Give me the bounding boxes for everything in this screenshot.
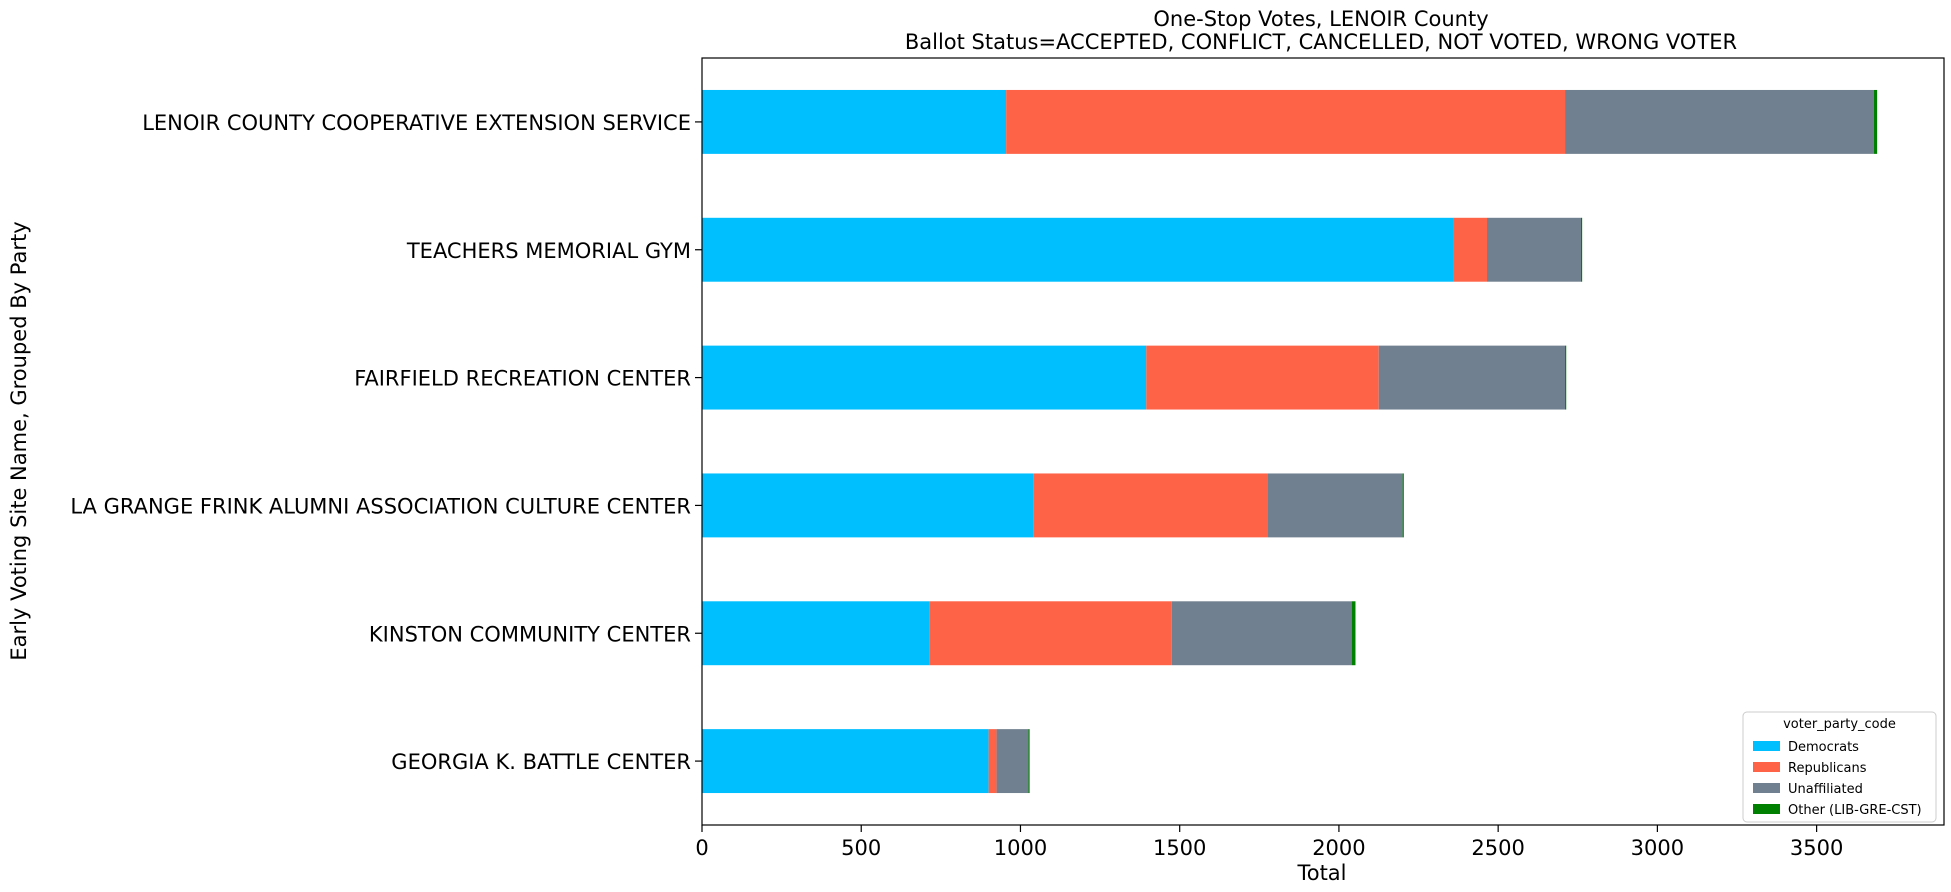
x-axis: 0 500 1000 1500 2000 2500 3000 3500	[695, 825, 1843, 860]
bar-segment-republicans	[1146, 345, 1379, 410]
bar-segment-other-lib-gre-cst-	[1351, 601, 1356, 666]
y-axis: LENOIR COUNTY COOPERATIVE EXTENSION SERV…	[70, 111, 702, 774]
x-tick-label: 2500	[1471, 836, 1524, 860]
legend: voter_party_code Democrats Republicans Unaf…	[1742, 711, 1937, 823]
x-axis-label: Total	[1296, 861, 1346, 885]
legend-item-label: Republicans	[1788, 761, 1867, 776]
bar-segment-other-lib-gre-cst-	[1873, 89, 1878, 154]
y-tick-label: FAIRFIELD RECREATION CENTER	[354, 367, 691, 391]
bar-segment-republicans	[988, 729, 997, 794]
plot-frame	[701, 57, 1945, 826]
x-tick-label: 1500	[1153, 836, 1206, 860]
legend-swatch	[1753, 783, 1780, 793]
bar-segment-republicans	[1033, 473, 1268, 538]
y-tick-label: TEACHERS MEMORIAL GYM	[406, 239, 691, 263]
bar-segment-other-lib-gre-cst-	[1402, 473, 1404, 538]
legend-swatch	[1753, 804, 1780, 814]
x-tick-label: 500	[841, 836, 881, 860]
legend-item-label: Democrats	[1788, 740, 1859, 755]
y-axis-label: Early Voting Site Name, Grouped By Party	[7, 221, 31, 660]
legend-box	[1742, 711, 1937, 823]
bar-segment-unaffiliated	[1487, 217, 1581, 282]
bar-segment-other-lib-gre-cst-	[1565, 345, 1567, 410]
x-tick-label: 1000	[994, 836, 1047, 860]
bars-layer	[702, 89, 1878, 794]
bar-segment-republicans	[929, 601, 1172, 666]
bar-segment-unaffiliated	[1267, 473, 1403, 538]
bar-segment-democrats	[702, 729, 989, 794]
chart-subtitle: Ballot Status=ACCEPTED, CONFLICT, CANCEL…	[905, 30, 1737, 54]
bar-segment-democrats	[702, 601, 930, 666]
x-tick-label: 3000	[1631, 836, 1684, 860]
y-tick-label: LENOIR COUNTY COOPERATIVE EXTENSION SERV…	[142, 111, 691, 135]
x-tick-label: 2000	[1312, 836, 1365, 860]
y-tick-label: LA GRANGE FRINK ALUMNI ASSOCIATION CULTU…	[70, 494, 691, 518]
bar-segment-republicans	[1453, 217, 1488, 282]
bar-segment-unaffiliated	[996, 729, 1029, 794]
bar-segment-democrats	[702, 473, 1034, 538]
bar-segment-other-lib-gre-cst-	[1580, 217, 1583, 282]
y-tick-label: KINSTON COMMUNITY CENTER	[369, 622, 691, 646]
bar-segment-democrats	[702, 345, 1147, 410]
legend-title: voter_party_code	[1783, 717, 1896, 732]
bar-segment-democrats	[702, 89, 1007, 154]
bar-segment-democrats	[702, 217, 1454, 282]
bar-segment-republicans	[1006, 89, 1566, 154]
legend-swatch	[1753, 762, 1780, 772]
legend-item-label: Other (LIB-GRE-CST)	[1788, 803, 1922, 818]
bar-segment-unaffiliated	[1565, 89, 1874, 154]
chart-title: One-Stop Votes, LENOIR County	[1153, 7, 1488, 31]
legend-swatch	[1753, 741, 1780, 751]
y-tick-label: GEORGIA K. BATTLE CENTER	[391, 750, 691, 774]
legend-item-label: Unaffiliated	[1788, 782, 1863, 797]
x-tick-label: 0	[695, 836, 708, 860]
bar-segment-unaffiliated	[1378, 345, 1566, 410]
bar-segment-unaffiliated	[1171, 601, 1352, 666]
bar-segment-other-lib-gre-cst-	[1028, 729, 1030, 794]
x-tick-label: 3500	[1790, 836, 1843, 860]
